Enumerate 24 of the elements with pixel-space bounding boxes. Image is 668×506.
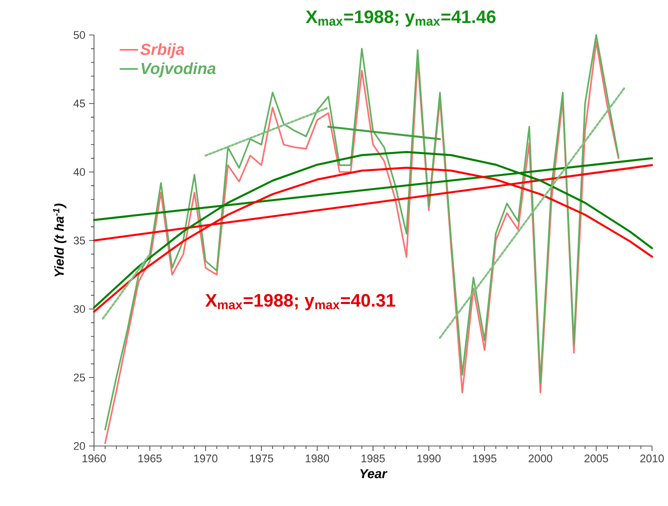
annotation: X$_{max}$=1988; y$_{max}$=40.31 bbox=[205, 294, 396, 310]
y-tick-label: 45 bbox=[73, 100, 85, 108]
x-tick-label: 1980 bbox=[306, 454, 329, 462]
y-tick-label: 50 bbox=[74, 31, 86, 39]
y-axis-title: Yield (t ha$^{-1}$) bbox=[53, 204, 66, 277]
x-tick-label: 1995 bbox=[473, 454, 496, 462]
x-tick-label: 1975 bbox=[250, 454, 274, 462]
x-tick-label: 2000 bbox=[528, 454, 552, 462]
text: X$_{max}$=1988; y$_{max}$=41.46 bbox=[306, 10, 496, 27]
x-tick-label: 1990 bbox=[417, 454, 441, 462]
x-tick-label: 2010 bbox=[640, 454, 664, 462]
x-tick-label: 1965 bbox=[138, 454, 162, 462]
y-tick-label: 30 bbox=[74, 305, 86, 313]
y-tick-label: 35 bbox=[74, 236, 85, 244]
x-axis-title: Year bbox=[360, 469, 388, 478]
y-tick-label: 20 bbox=[74, 442, 86, 450]
y-tick-label: 25 bbox=[74, 374, 85, 382]
legend-label: Vojvodina bbox=[142, 62, 216, 78]
x-tick-label: 2005 bbox=[584, 454, 608, 462]
x-tick-label: 1970 bbox=[194, 454, 218, 462]
legend-label: Srbija bbox=[140, 43, 184, 58]
y-tick-label: 40 bbox=[73, 168, 86, 176]
x-tick-label: 1985 bbox=[362, 454, 385, 462]
x-tick-label: 1960 bbox=[82, 454, 106, 462]
